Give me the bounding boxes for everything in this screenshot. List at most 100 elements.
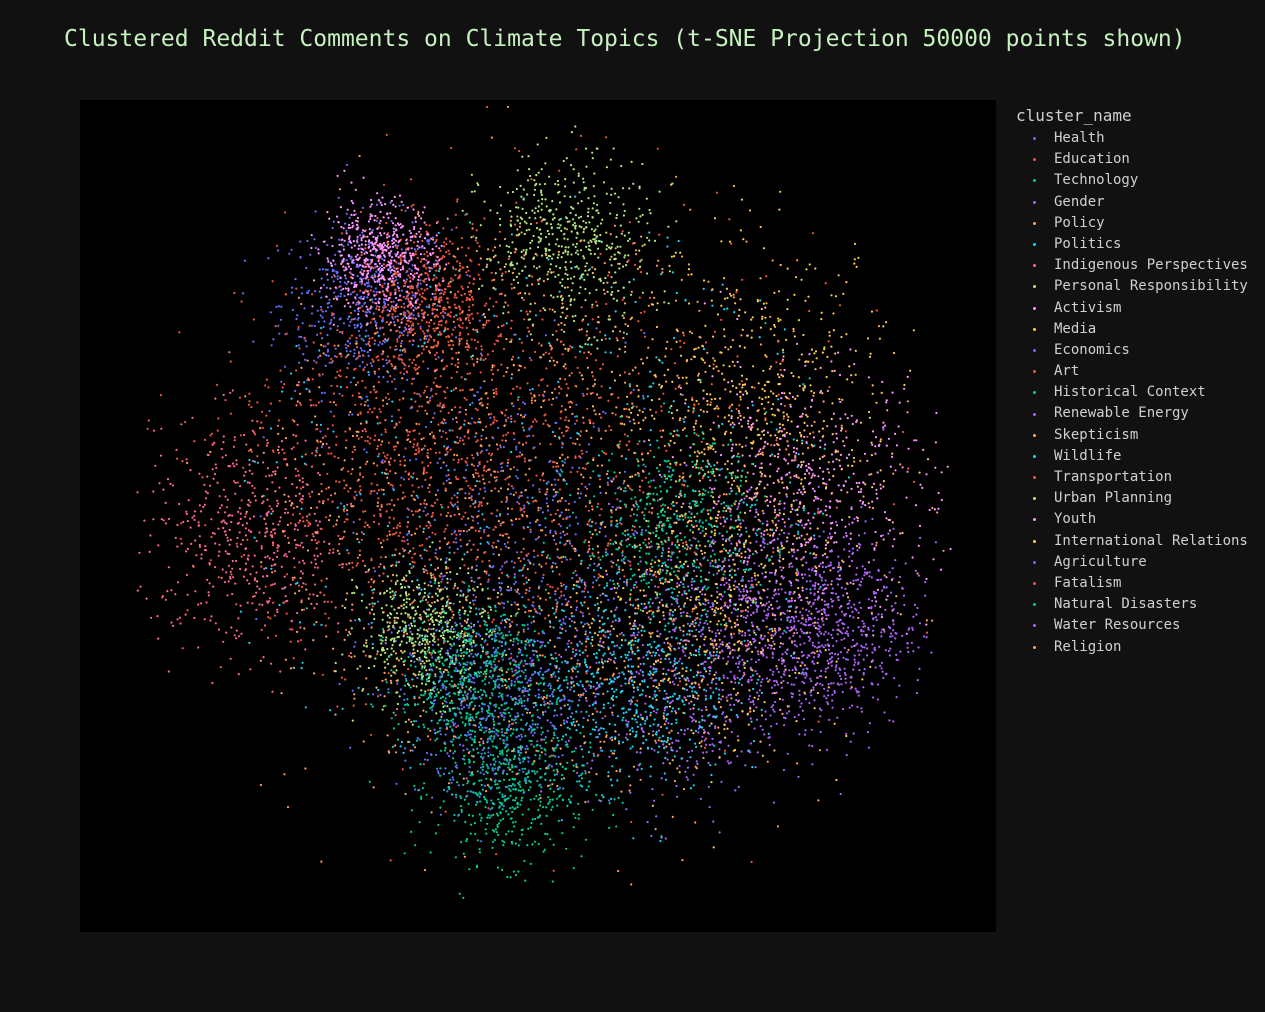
scatter-point — [463, 754, 466, 758]
scatter-point — [674, 480, 678, 483]
scatter-point — [473, 730, 477, 733]
scatter-point — [465, 838, 469, 841]
scatter-point — [339, 385, 342, 389]
scatter-point — [737, 409, 740, 413]
scatter-point — [721, 609, 725, 612]
scatter-point — [296, 505, 299, 508]
scatter-point — [747, 419, 750, 422]
scatter-point — [462, 852, 465, 855]
scatter-point — [249, 501, 252, 504]
scatter-point — [215, 466, 218, 469]
scatter-point — [935, 411, 938, 415]
scatter-point — [471, 454, 474, 457]
scatter-point — [626, 395, 629, 398]
scatter-point — [730, 417, 733, 420]
scatter-point — [509, 251, 513, 255]
scatter-point — [734, 302, 737, 305]
scatter-point — [660, 273, 663, 276]
scatter-point — [236, 536, 239, 540]
scatter-point — [524, 473, 527, 476]
scatter-point — [364, 571, 367, 574]
scatter-point — [520, 256, 523, 259]
scatter-point — [759, 448, 762, 451]
scatter-point — [170, 589, 173, 592]
scatter-point — [823, 633, 826, 636]
scatter-point — [666, 340, 669, 343]
scatter-point — [524, 265, 527, 268]
scatter-point — [885, 586, 888, 589]
scatter-point — [278, 486, 281, 489]
scatter-point — [571, 670, 574, 673]
scatter-point — [745, 436, 748, 439]
scatter-point — [364, 510, 367, 513]
scatter-point — [727, 744, 730, 747]
scatter-point — [735, 443, 738, 446]
scatter-point — [260, 547, 263, 550]
scatter-point — [479, 542, 482, 545]
scatter-point — [911, 556, 914, 559]
scatter-point — [366, 285, 369, 288]
scatter-point — [428, 490, 431, 493]
scatter-point — [797, 319, 801, 322]
scatter-point — [737, 567, 740, 570]
scatter-point — [759, 520, 762, 523]
scatter-point — [576, 780, 579, 783]
scatter-point — [378, 565, 381, 568]
scatter-point — [224, 530, 227, 533]
scatter-point — [483, 531, 486, 534]
scatter-point — [867, 628, 870, 631]
scatter-point — [511, 830, 514, 833]
scatter-point — [305, 483, 308, 486]
scatter-point — [694, 490, 697, 493]
scatter-point — [524, 611, 527, 614]
scatter-point — [548, 755, 551, 758]
scatter-point — [429, 285, 432, 288]
scatter-point — [443, 749, 447, 752]
scatter-point — [796, 491, 799, 494]
scatter-point — [773, 643, 776, 646]
scatter-point — [880, 534, 883, 538]
scatter-point — [435, 384, 438, 387]
scatter-point — [224, 454, 227, 457]
scatter-point — [271, 558, 275, 561]
scatter-point — [476, 839, 479, 842]
scatter-point — [498, 780, 502, 783]
scatter-point — [533, 193, 536, 197]
scatter-point — [615, 235, 618, 238]
scatter-point — [476, 747, 479, 750]
scatter-point — [425, 396, 429, 399]
scatter-point — [802, 387, 805, 390]
scatter-point — [809, 552, 812, 555]
scatter-point — [738, 528, 741, 531]
scatter-point — [835, 524, 839, 527]
scatter-point — [348, 630, 351, 634]
scatter-point — [584, 299, 587, 302]
scatter-point — [810, 569, 813, 572]
scatter-point — [542, 307, 545, 310]
scatter-point — [579, 693, 583, 697]
scatter-point — [428, 483, 431, 487]
scatter-point — [723, 416, 726, 419]
scatter-point — [500, 274, 503, 277]
scatter-point — [872, 634, 875, 637]
scatter-point — [762, 512, 765, 515]
scatter-point — [371, 301, 374, 304]
scatter-point — [557, 245, 560, 248]
scatter-point — [660, 405, 663, 408]
scatter-point — [397, 659, 400, 662]
scatter-point — [273, 532, 276, 535]
scatter-point — [787, 517, 790, 521]
scatter-point — [885, 576, 888, 579]
scatter-point — [499, 204, 503, 207]
scatter-point — [905, 496, 908, 499]
scatter-point — [597, 576, 600, 579]
scatter-point — [835, 640, 838, 643]
scatter-point — [562, 251, 565, 255]
scatter-point — [817, 655, 820, 658]
scatter-point — [569, 558, 572, 561]
scatter-point — [757, 627, 760, 631]
scatter-point — [599, 222, 603, 225]
scatter-point — [260, 545, 263, 548]
scatter-point — [394, 472, 397, 475]
plot-area[interactable] — [80, 100, 996, 932]
